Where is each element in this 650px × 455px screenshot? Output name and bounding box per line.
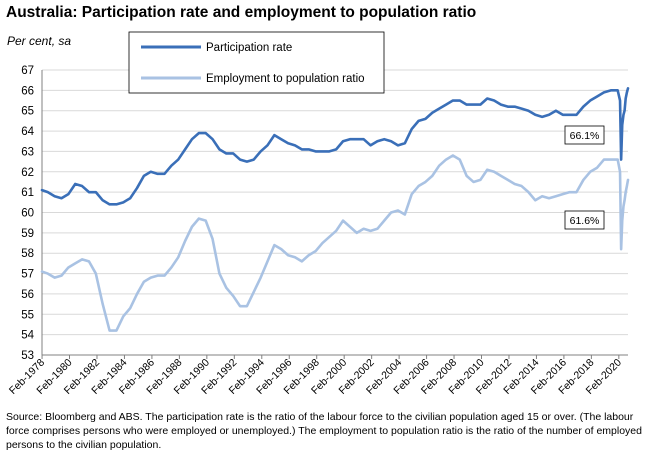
line-chart: 535455565758596061626364656667Feb-1978Fe… [7, 31, 630, 397]
chart-title: Australia: Participation rate and employ… [6, 4, 477, 21]
series-line-employment [40, 154, 630, 332]
y-tick-label-67: 67 [21, 65, 34, 77]
y-tick-label-57: 57 [21, 269, 34, 281]
y-tick-label-61: 61 [21, 187, 34, 199]
legend-label-participation: Participation rate [206, 42, 292, 54]
y-tick-label-54: 54 [21, 330, 34, 342]
gridlines [42, 69, 628, 356]
y-tick-label-65: 65 [21, 106, 34, 118]
annotation-box-employment [564, 210, 605, 230]
y-tick-label-66: 66 [21, 85, 34, 97]
legend: Participation rate Employment to populat… [128, 31, 385, 94]
y-axis-unit-label: Per cent, sa [7, 34, 72, 48]
y-tick-label-56: 56 [21, 289, 34, 301]
annotations: 66.1% 61.6% [564, 125, 605, 230]
source-note: Source: Bloomberg and ABS. The participa… [6, 411, 642, 451]
legend-label-employment: Employment to population ratio [206, 73, 365, 85]
y-tick-label-58: 58 [21, 248, 34, 260]
y-tick-label-62: 62 [21, 167, 34, 179]
y-tick-label-59: 59 [21, 228, 34, 240]
series-lines [40, 87, 630, 332]
y-tick-label-64: 64 [21, 126, 34, 138]
legend-box [128, 31, 385, 94]
y-tick-label-60: 60 [21, 208, 34, 220]
y-tick-label-63: 63 [21, 146, 34, 158]
annotation-box-participation [564, 125, 605, 145]
y-tick-label-55: 55 [21, 309, 34, 321]
annotation-employment-latest: 61.6% [570, 215, 600, 227]
y-tick-label-53: 53 [21, 350, 34, 362]
annotation-participation-latest: 66.1% [570, 130, 600, 142]
series-line-participation [40, 87, 630, 206]
